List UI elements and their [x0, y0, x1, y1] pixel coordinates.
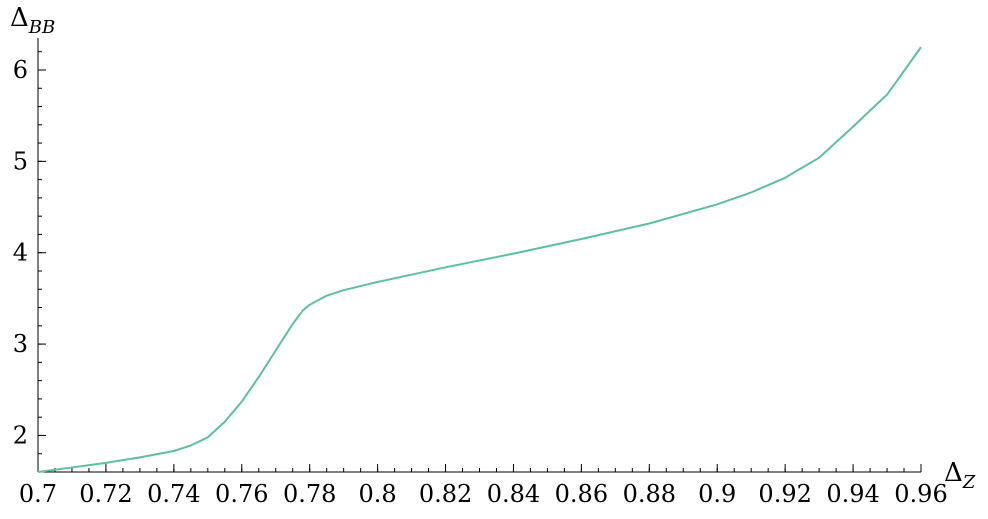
y-axis-label: ΔBB: [10, 3, 55, 38]
series-line: [37, 46, 922, 473]
x-tick-label: 0.78: [283, 480, 336, 508]
x-minor-ticks: [37, 468, 922, 472]
x-axis-label-main: Δ: [944, 458, 963, 488]
series-group: [37, 46, 922, 473]
y-tick-label: 2: [13, 421, 28, 449]
x-tick-label: 0.86: [555, 480, 608, 508]
x-tick-label: 0.76: [215, 480, 268, 508]
x-tick-label: 0.82: [419, 480, 472, 508]
x-major-ticks: [37, 464, 922, 472]
y-tick-label: 5: [13, 147, 28, 175]
y-tick-labels: 2 3 4 5 6: [13, 56, 28, 449]
y-minor-ticks: [38, 51, 42, 473]
x-tick-label: 0.92: [758, 480, 811, 508]
x-tick-label: 0.74: [147, 480, 200, 508]
x-tick-label: 0.94: [826, 480, 879, 508]
x-tick-label: 0.8: [359, 480, 397, 508]
y-axis-label-main: Δ: [10, 3, 29, 33]
x-tick-label: 0.72: [79, 480, 132, 508]
x-tick-label: 0.9: [698, 480, 736, 508]
x-tick-labels: 0.7 0.72 0.74 0.76 0.78 0.8 0.82 0.84 0.86 0.88 0.…: [19, 480, 948, 508]
y-major-ticks: [38, 69, 46, 436]
x-axis-label-sub: Z: [962, 472, 976, 493]
y-tick-label: 3: [13, 330, 28, 358]
y-tick-label: 4: [13, 239, 28, 267]
y-tick-label: 6: [13, 56, 28, 84]
x-tick-label: 0.96: [894, 480, 947, 508]
x-axis-label: ΔZ: [944, 458, 976, 493]
x-tick-label: 0.88: [623, 480, 676, 508]
x-tick-label: 0.84: [487, 480, 540, 508]
x-tick-label: 0.7: [19, 480, 57, 508]
y-axis-label-sub: BB: [28, 17, 55, 38]
